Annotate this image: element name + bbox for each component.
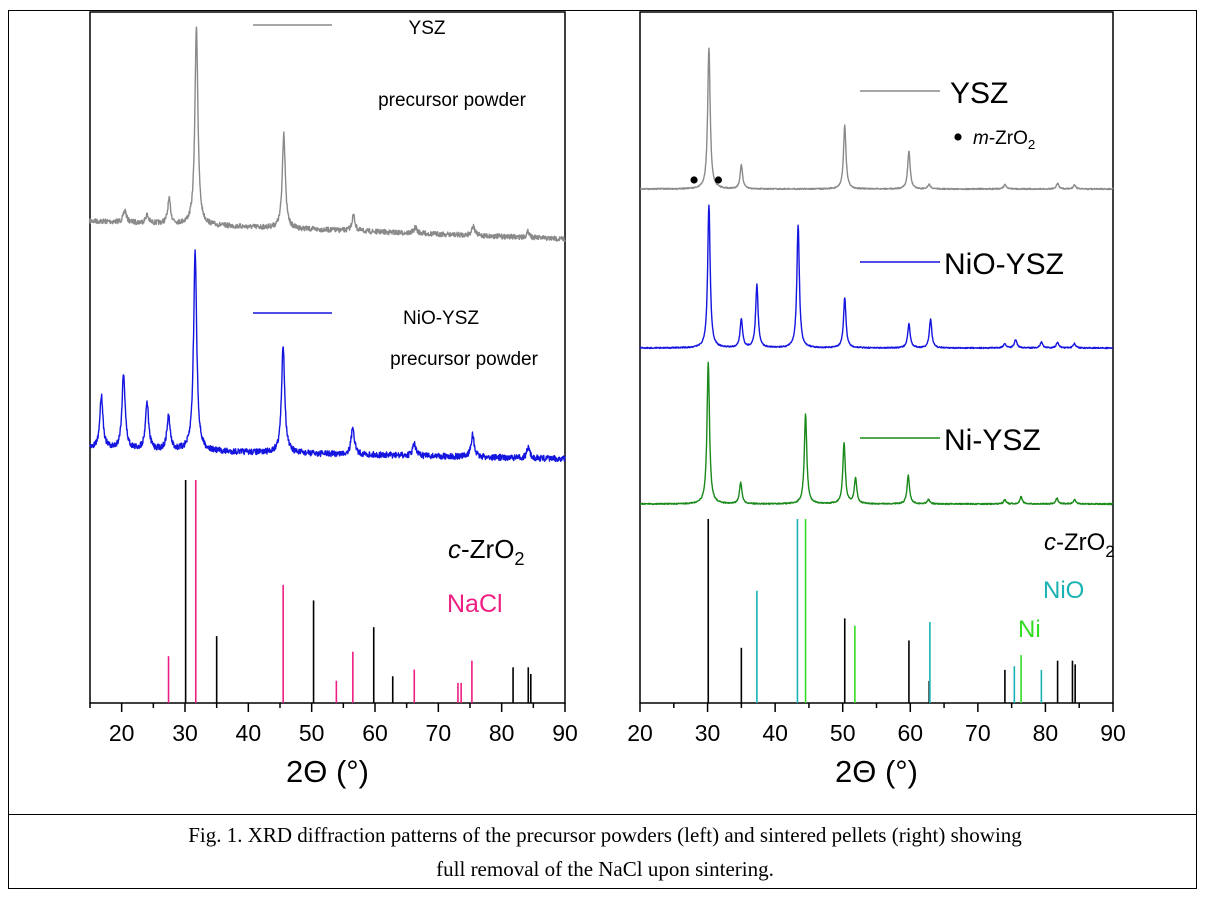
- x-tick-label: 50: [299, 720, 325, 746]
- reference-label: c-ZrO2: [1044, 529, 1115, 561]
- x-tick-label: 90: [552, 720, 578, 746]
- reference-label: NaCl: [447, 590, 503, 618]
- series-line-ysz: [89, 26, 566, 242]
- x-tick-label: 60: [897, 720, 923, 746]
- series-line-nio-ysz: [89, 249, 566, 463]
- x-tick-label: 30: [695, 720, 721, 746]
- caption-line-1: Fig. 1. XRD diffraction patterns of the …: [188, 823, 1022, 847]
- x-tick-label: 80: [1033, 720, 1059, 746]
- x-tick-label: 90: [1100, 720, 1126, 746]
- series-line-nio-ysz: [639, 204, 1114, 350]
- plot-frame: [89, 11, 566, 704]
- legend-label-ysz: YSZ: [950, 77, 1008, 110]
- x-tick-label: 60: [362, 720, 388, 746]
- figure-caption: Fig. 1. XRD diffraction patterns of the …: [10, 818, 1200, 886]
- left-xrd-panel: YSZ precursor powder NiO-YSZ precursor powd…: [89, 11, 578, 789]
- marker-dot: [690, 176, 698, 184]
- x-tick-label: 80: [489, 720, 515, 746]
- reference-label: Ni: [1018, 616, 1041, 643]
- reference-label: c-ZrO2: [448, 534, 525, 569]
- figure-border: [8, 10, 1197, 889]
- legend-label-nio-ysz: NiO-YSZ: [403, 308, 479, 329]
- x-tick-label: 20: [109, 720, 135, 746]
- x-tick-label: 40: [236, 720, 262, 746]
- legend-marker-label: m-ZrO2: [973, 128, 1035, 152]
- caption-line-2: full removal of the NaCl upon sintering.: [436, 857, 774, 881]
- x-tick-label: 20: [627, 720, 653, 746]
- x-tick-label: 50: [830, 720, 856, 746]
- legend-label-ysz: YSZ: [409, 18, 446, 39]
- legend-label-ni-ysz: Ni-YSZ: [944, 424, 1041, 457]
- legend-label-line2: precursor powder: [378, 90, 527, 111]
- x-tick-label: 70: [426, 720, 452, 746]
- marker-dot: [714, 176, 722, 184]
- legend-marker-dot: [954, 133, 962, 141]
- x-tick-label: 70: [965, 720, 991, 746]
- legend-label-line2: precursor powder: [390, 349, 539, 370]
- series-line-ysz: [639, 47, 1114, 191]
- x-tick-label: 40: [762, 720, 788, 746]
- reference-label: NiO: [1043, 577, 1084, 604]
- x-axis-label: 2Θ (°): [835, 754, 918, 789]
- x-tick-label: 30: [172, 720, 198, 746]
- x-axis-label: 2Θ (°): [286, 754, 369, 789]
- series-line-ni-ysz: [639, 361, 1114, 506]
- legend-label-nio-ysz: NiO-YSZ: [944, 248, 1064, 281]
